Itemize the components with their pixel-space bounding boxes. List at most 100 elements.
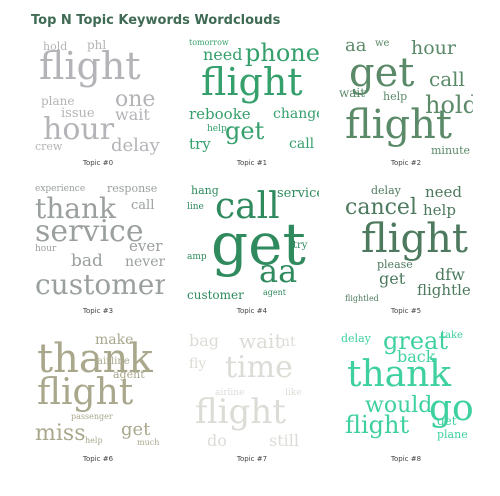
wordcloud-word: call [131, 198, 155, 213]
wordcloud: make thank airline agent flight passenger miss… [31, 329, 165, 453]
wordcloud-word: make [95, 332, 134, 348]
wordcloud-word: airline [97, 356, 130, 367]
wordcloud-word: get [379, 269, 406, 288]
chart-title: Top N Topic Keywords Wordclouds [31, 13, 281, 28]
wordcloud-word: thank [37, 336, 153, 382]
topic-label: Topic #3 [82, 307, 114, 315]
wordcloud-word: need [203, 45, 243, 64]
wordcloud-word: phone [245, 39, 319, 67]
wordcloud-word: hold [425, 91, 473, 119]
wordcloud-word: fly [189, 356, 207, 372]
wordcloud-word: passenger [71, 412, 113, 421]
wordcloud-word: aa [259, 252, 298, 290]
wordcloud-word: back [397, 347, 436, 366]
wordcloud-word: like [285, 388, 302, 398]
wordcloud-word: call [215, 186, 280, 227]
wordcloud-topic-0: hold phl flight one plane issue wait hour crew de… [31, 33, 165, 167]
wordcloud-word: get [121, 419, 151, 440]
wordcloud-word: phl [87, 38, 107, 52]
wordcloud-word: try [189, 135, 211, 153]
wordcloud-topic-3: experience response thank call service hour ev… [31, 181, 165, 315]
wordcloud-word: miss [35, 421, 86, 446]
wordcloud-topic-2: aa we hour get call wait help hold flight minute T… [339, 33, 473, 168]
wordcloud-word: flight [195, 392, 286, 432]
wordcloud-word: wait [239, 329, 283, 353]
wordcloud-word: still [269, 431, 299, 450]
wordcloud-word: we [375, 38, 390, 49]
wordcloud-word: one [115, 87, 156, 112]
wordcloud-word: flight [201, 60, 303, 104]
wordcloud-word: get [225, 117, 265, 145]
wordcloud-word: need [425, 183, 463, 201]
wordcloud-word: time [225, 350, 293, 385]
wordcloud-word: help [207, 124, 227, 134]
wordcloud-word: flight [345, 411, 410, 439]
wordcloud-word: cancel [345, 195, 417, 220]
wordcloud: delay need cancel help flight please get dfw fli… [339, 181, 473, 305]
topic-label: Topic #1 [236, 159, 268, 167]
wordcloud-word: great [383, 329, 448, 355]
wordcloud-word: call [429, 67, 465, 91]
wordcloud-word: plane [437, 428, 468, 441]
wordcloud: aa we hour get call wait help hold flight minute [339, 33, 473, 157]
wordcloud-word: help [423, 201, 456, 219]
wordcloud-word: airline [215, 388, 245, 398]
wordcloud-word: nt [281, 334, 296, 350]
wordcloud-word: hour [35, 244, 57, 254]
wordcloud-word: amp [187, 252, 207, 262]
wordcloud-word: aa [345, 35, 367, 56]
wordcloud-word: hold [43, 40, 68, 53]
wordcloud-word: go [429, 388, 473, 429]
wordcloud-word: help [85, 436, 103, 445]
wordcloud-word: try [293, 240, 308, 251]
wordcloud-word: line [187, 202, 204, 212]
wordcloud-word: flightle [417, 281, 471, 299]
wordcloud-word: take [441, 330, 463, 341]
wordcloud-word: ever [129, 237, 163, 255]
wordcloud-topic-5: delay need cancel help flight please get dfw fli… [339, 181, 473, 316]
wordcloud-word: rebooke [189, 105, 251, 123]
wordcloud-word: agent [113, 368, 145, 381]
wordcloud-word: would [365, 393, 433, 418]
wordcloud-grid: hold phl flight one plane issue wait hour crew de… [31, 33, 473, 473]
wordcloud: hold phl flight one plane issue wait hour crew de… [31, 33, 165, 157]
wordcloud-word: hour [411, 37, 456, 59]
wordcloud-word: customer [187, 288, 244, 302]
topic-label: Topic #7 [236, 455, 268, 463]
wordcloud-word: flight [37, 372, 134, 413]
topic-label: Topic #2 [390, 159, 422, 167]
wordcloud-word: get [437, 414, 457, 428]
wordcloud-word: agent [263, 288, 286, 297]
wordcloud-word: thank [347, 354, 452, 395]
wordcloud-word: tomorrow [189, 38, 229, 47]
wordcloud-word: experience [35, 184, 86, 194]
wordcloud-word: bag [189, 331, 220, 350]
wordcloud-word: crew [35, 140, 63, 153]
topic-label: Topic #4 [236, 307, 268, 315]
wordcloud-topic-7: bag wait nt fly time airline like flight do still… [185, 329, 319, 463]
wordcloud-word: flight [39, 44, 141, 88]
wordcloud-word: hour [43, 112, 115, 147]
wordcloud-word: flightled [345, 294, 379, 303]
wordcloud-word: do [207, 431, 227, 450]
topic-label: Topic #8 [390, 455, 422, 463]
wordcloud-word: dfw [435, 265, 465, 284]
wordcloud-word: help [383, 90, 408, 103]
wordcloud-word: bad [71, 251, 103, 271]
wordcloud-word: service [277, 186, 319, 201]
wordcloud-word: get [349, 50, 415, 96]
wordcloud-word: delay [371, 184, 401, 197]
topic-label: Topic #0 [82, 159, 114, 167]
wordcloud-word: flight [345, 102, 452, 148]
wordcloud: delay great take back thank would go flight get p… [339, 329, 473, 453]
wordcloud-word: issue [61, 106, 95, 121]
wordcloud: experience response thank call service hour ev… [31, 181, 165, 305]
wordcloud-word: get [211, 210, 306, 278]
wordcloud-word: wait [339, 86, 366, 100]
wordcloud-word: much [137, 438, 160, 447]
wordcloud-word: change [273, 106, 319, 122]
wordcloud-word: flight [361, 216, 468, 262]
